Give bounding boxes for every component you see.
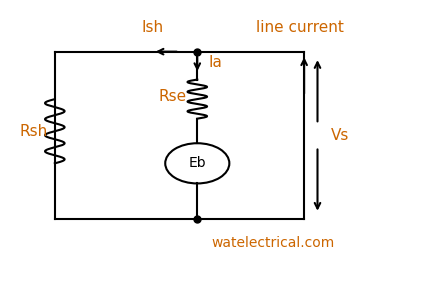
Text: Rsh: Rsh: [20, 124, 48, 139]
Text: Rse: Rse: [158, 89, 186, 104]
Text: watelectrical.com: watelectrical.com: [211, 236, 335, 250]
Text: Ish: Ish: [142, 20, 164, 35]
Text: line current: line current: [256, 20, 344, 35]
Text: Vs: Vs: [331, 128, 349, 143]
Text: Ia: Ia: [208, 55, 222, 70]
Text: Eb: Eb: [189, 156, 206, 170]
